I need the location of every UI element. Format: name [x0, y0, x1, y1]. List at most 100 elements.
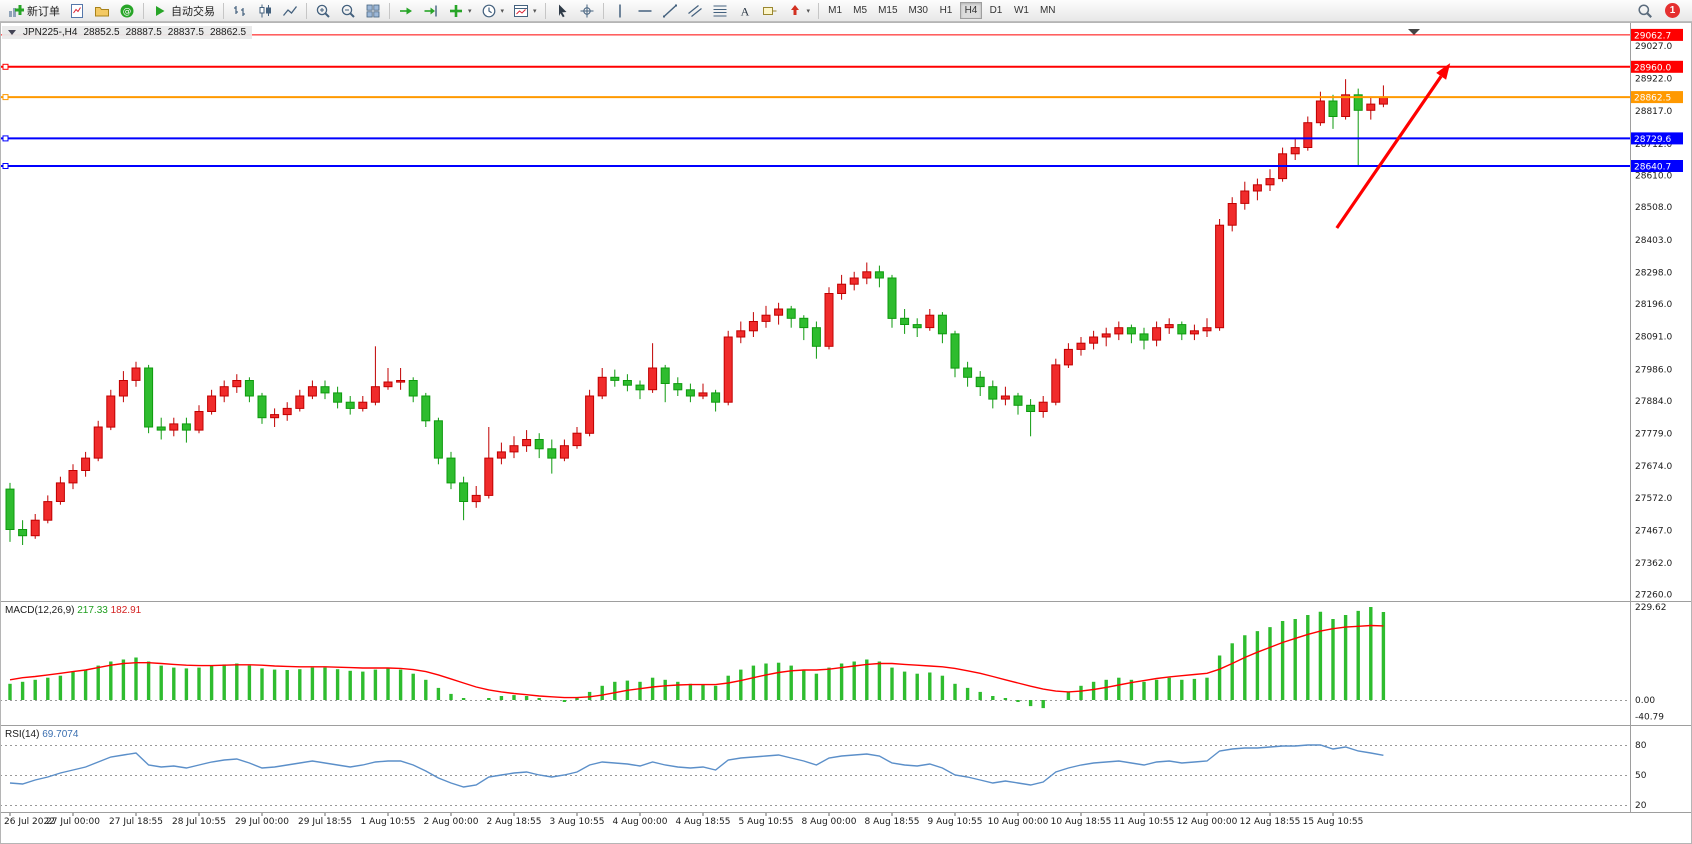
svg-text:27779.0: 27779.0 [1635, 430, 1672, 440]
text-icon[interactable]: A [733, 1, 757, 21]
timeframe-button-w1[interactable]: W1 [1013, 5, 1029, 16]
trendline-icon[interactable] [658, 1, 682, 21]
toolbar-separator [306, 2, 307, 19]
cursor-icon[interactable] [550, 1, 574, 21]
tag-glyph [762, 6, 777, 15]
zoom-out-icon[interactable] [336, 1, 360, 21]
svg-text:27572.0: 27572.0 [1635, 494, 1672, 504]
profiles-icon[interactable] [90, 1, 114, 21]
chart-shift-marker[interactable] [1408, 29, 1420, 35]
new-chart-icon[interactable] [65, 1, 89, 21]
textA-glyph: A [740, 4, 749, 18]
chart-window: 29027.0 28922.0 28817.0 28712.0 28610.0 28508… [0, 22, 1692, 844]
auto-trading-button[interactable]: 自动交易 [148, 1, 219, 21]
horizontal-lines[interactable] [0, 34, 1630, 169]
equidistant-channel-icon[interactable] [683, 1, 707, 21]
svg-text:4 Aug 00:00: 4 Aug 00:00 [613, 817, 668, 827]
svg-text:-40.79: -40.79 [1635, 713, 1664, 723]
vline-glyph [618, 4, 621, 17]
svg-text:29 Jul 00:00: 29 Jul 00:00 [235, 817, 289, 827]
mql5-community-icon[interactable]: @ [115, 1, 139, 21]
chart-ohlc-bar[interactable]: JPN225-,H4 28852.5 28887.5 28837.5 28862… [2, 26, 253, 39]
tile-glyph [366, 4, 380, 17]
periods-icon[interactable]: ▾ [477, 1, 509, 21]
arrows-icon[interactable]: ▾ [783, 1, 815, 21]
cursor-glyph [558, 4, 567, 17]
macd-indicator-label: MACD(12,26,9) 217.33 182.91 [5, 605, 141, 616]
svg-text:27362.0: 27362.0 [1635, 559, 1672, 569]
trend-arrow[interactable] [1335, 63, 1451, 229]
svg-text:28640.7: 28640.7 [1634, 163, 1671, 173]
timeframe-button-m1[interactable]: M1 [828, 5, 843, 16]
toolbar-left: 新订单 @ 自动交易 ▾ ▾ ▾ A ▾ M1 M5 M15 M30 H1 H4 D1 W1 MN [4, 0, 1061, 21]
zoom-in-icon[interactable] [311, 1, 335, 21]
indicator-glyph [450, 4, 462, 17]
candles-glyph [259, 4, 271, 17]
crosshair-icon[interactable] [575, 1, 599, 21]
line-chart-icon[interactable] [278, 1, 302, 21]
svg-text:28862.5: 28862.5 [1634, 94, 1671, 104]
svg-text:2 Aug 18:55: 2 Aug 18:55 [487, 817, 542, 827]
text-label-icon[interactable] [758, 1, 782, 21]
ohlc-high: 28887.5 [125, 27, 162, 38]
symbol-title: JPN225-,H4 [23, 27, 78, 38]
auto-trading-button-label: 自动交易 [171, 5, 215, 18]
chevron-down-icon: ▾ [500, 7, 505, 15]
macd-signal-value: 182.91 [110, 605, 142, 616]
new-order-button-label: 新订单 [27, 5, 60, 18]
vertical-line-icon[interactable] [608, 1, 632, 21]
svg-text:11 Aug 10:55: 11 Aug 10:55 [1114, 817, 1175, 827]
notification-badge[interactable]: 1 [1665, 3, 1680, 18]
svg-text:27 Jul 18:55: 27 Jul 18:55 [109, 817, 163, 827]
chart-shift-icon[interactable] [419, 1, 443, 21]
timeframe-button-h1[interactable]: H1 [939, 5, 953, 16]
indicators-icon[interactable]: ▾ [444, 1, 476, 21]
shift-glyph [424, 5, 437, 16]
timeframe-button-m15[interactable]: M15 [878, 5, 898, 16]
ohlc-low: 28837.5 [167, 27, 204, 38]
clock-glyph [482, 4, 495, 17]
timeframe-button-m5[interactable]: M5 [853, 5, 868, 16]
price-chart-canvas[interactable]: 29027.0 28922.0 28817.0 28712.0 28610.0 28508… [0, 22, 1692, 844]
svg-text:9 Aug 10:55: 9 Aug 10:55 [928, 817, 983, 827]
timeframe-button-h4[interactable]: H4 [959, 2, 982, 19]
svg-text:27467.0: 27467.0 [1635, 526, 1672, 536]
svg-text:50: 50 [1635, 771, 1647, 781]
svg-text:27 Jul 00:00: 27 Jul 00:00 [46, 817, 100, 827]
svg-text:28298.0: 28298.0 [1635, 268, 1672, 278]
toolbar-separator [818, 2, 820, 19]
svg-text:80: 80 [1635, 741, 1647, 751]
svg-text:28712.0: 28712.0 [1635, 140, 1672, 150]
tile-windows-icon[interactable] [361, 1, 385, 21]
svg-text:5 Aug 10:55: 5 Aug 10:55 [739, 817, 794, 827]
horizontal-line-icon[interactable] [633, 1, 657, 21]
templates-icon[interactable]: ▾ [509, 1, 541, 21]
svg-text:29062.7: 29062.7 [1634, 31, 1671, 41]
macd-histogram [8, 607, 1386, 709]
timeframe-button-d1[interactable]: D1 [989, 5, 1003, 16]
auto-scroll-icon[interactable] [394, 1, 418, 21]
timeframe-button-mn[interactable]: MN [1039, 5, 1056, 16]
svg-text:28403.0: 28403.0 [1635, 236, 1672, 246]
arrows-glyph [790, 4, 799, 15]
svg-text:28960.0: 28960.0 [1634, 63, 1671, 73]
rsi-line [9, 744, 1384, 788]
svg-text:A: A [740, 4, 749, 18]
svg-text:12 Aug 18:55: 12 Aug 18:55 [1240, 817, 1301, 827]
chevron-down-icon: ▾ [806, 7, 811, 15]
search-icon[interactable] [1633, 1, 1657, 21]
fibonacci-icon[interactable] [708, 1, 732, 21]
new-order-button[interactable]: 新订单 [4, 1, 64, 21]
svg-text:229.62: 229.62 [1635, 603, 1667, 613]
svg-text:29 Jul 18:55: 29 Jul 18:55 [298, 817, 352, 827]
zoom-out-glyph [341, 4, 355, 18]
toolbar-separator [389, 2, 390, 19]
price-axis[interactable]: 29027.0 28922.0 28817.0 28712.0 28610.0 28508… [1635, 42, 1672, 601]
bar-chart-icon[interactable] [228, 1, 252, 21]
chart-menu-icon[interactable] [8, 30, 16, 35]
candlestick-chart-icon[interactable] [253, 1, 277, 21]
chart-plus-glyph [9, 4, 24, 17]
svg-text:3 Aug 10:55: 3 Aug 10:55 [550, 817, 605, 827]
timeframe-button-m30[interactable]: M30 [908, 5, 928, 16]
